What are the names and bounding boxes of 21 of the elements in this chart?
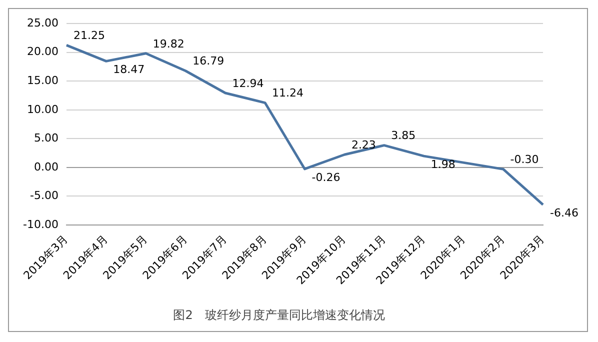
y-tick-label: 5.00: [34, 132, 58, 145]
y-tick-label: 25.00: [26, 16, 58, 30]
y-tick-label: 20.00: [26, 45, 58, 58]
y-tick-label: -10.00: [22, 218, 58, 231]
data-label: 3.85: [391, 129, 416, 142]
data-label: 12.94: [232, 76, 264, 90]
data-label: 21.25: [73, 29, 105, 42]
y-tick-label: 10.00: [26, 102, 58, 116]
data-label: 2.23: [351, 138, 376, 152]
data-label: -6.46: [550, 206, 578, 220]
data-label: 18.47: [113, 63, 145, 76]
data-label: 1.98: [430, 158, 456, 171]
data-label: 11.24: [272, 86, 304, 100]
data-label: -0.26: [312, 170, 340, 184]
data-label: 16.79: [192, 54, 224, 68]
text: 图2 玻纤纱月度产量同比增速变化情况: [173, 308, 385, 322]
data-label: -0.30: [510, 153, 539, 166]
y-tick-label: 0.00: [34, 160, 58, 174]
y-tick-label: 15.00: [26, 74, 58, 88]
data-label: 19.82: [152, 37, 184, 50]
y-tick-label: -5.00: [30, 189, 58, 202]
